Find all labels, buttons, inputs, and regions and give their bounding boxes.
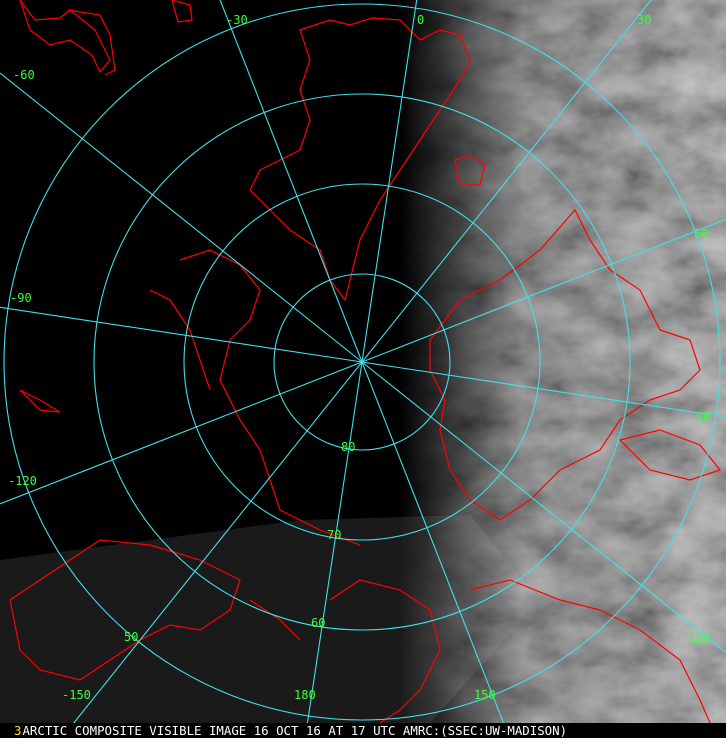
caption-text: ARCTIC COMPOSITE VISIBLE IMAGE 16 OCT 16… — [22, 723, 568, 738]
parallel-label-60: 60 — [311, 616, 326, 630]
meridian-label-120: 120 — [689, 632, 711, 646]
graticule — [0, 0, 726, 723]
meridian--30 — [219, 0, 363, 363]
image-caption: 3ARCTIC COMPOSITE VISIBLE IMAGE 16 OCT 1… — [0, 723, 726, 738]
meridian--150 — [73, 361, 363, 723]
map-image — [0, 0, 726, 723]
meridian-0 — [361, 0, 418, 363]
meridian-90 — [361, 361, 726, 418]
meridian-label-90: 90 — [696, 410, 711, 424]
frame-number: 3 — [14, 723, 22, 738]
parallel-label-80: 80 — [341, 440, 356, 454]
coastlines — [9, 0, 722, 723]
meridian-label-minus-30: -30 — [226, 13, 248, 27]
parallel-50 — [3, 3, 721, 721]
meridian-label-0: 0 — [417, 13, 425, 27]
meridian-120 — [361, 361, 726, 654]
meridian-30 — [361, 0, 652, 363]
meridian-label-minus-90: -90 — [10, 291, 32, 305]
parallel-label-50: 50 — [124, 630, 139, 644]
parallel-60 — [93, 93, 631, 631]
meridian-label-150: 150 — [474, 688, 496, 702]
meridian--60 — [0, 72, 363, 363]
meridian-60 — [361, 218, 726, 363]
meridian-label-minus-120: -120 — [8, 474, 37, 488]
meridian-label-minus-60: -60 — [13, 68, 35, 82]
meridian-label-60: 60 — [694, 227, 709, 241]
parallel-label-70: 70 — [327, 528, 342, 542]
parallel-80 — [273, 273, 451, 451]
parallel-70 — [183, 183, 541, 541]
meridian-180 — [306, 361, 363, 723]
meridian--120 — [0, 361, 363, 505]
meridian-label-30: 30 — [637, 13, 652, 27]
meridian--90 — [0, 306, 363, 363]
meridian-label-180: 180 — [294, 688, 316, 702]
meridian-150 — [361, 361, 505, 723]
meridian-label-minus-150: -150 — [62, 688, 91, 702]
